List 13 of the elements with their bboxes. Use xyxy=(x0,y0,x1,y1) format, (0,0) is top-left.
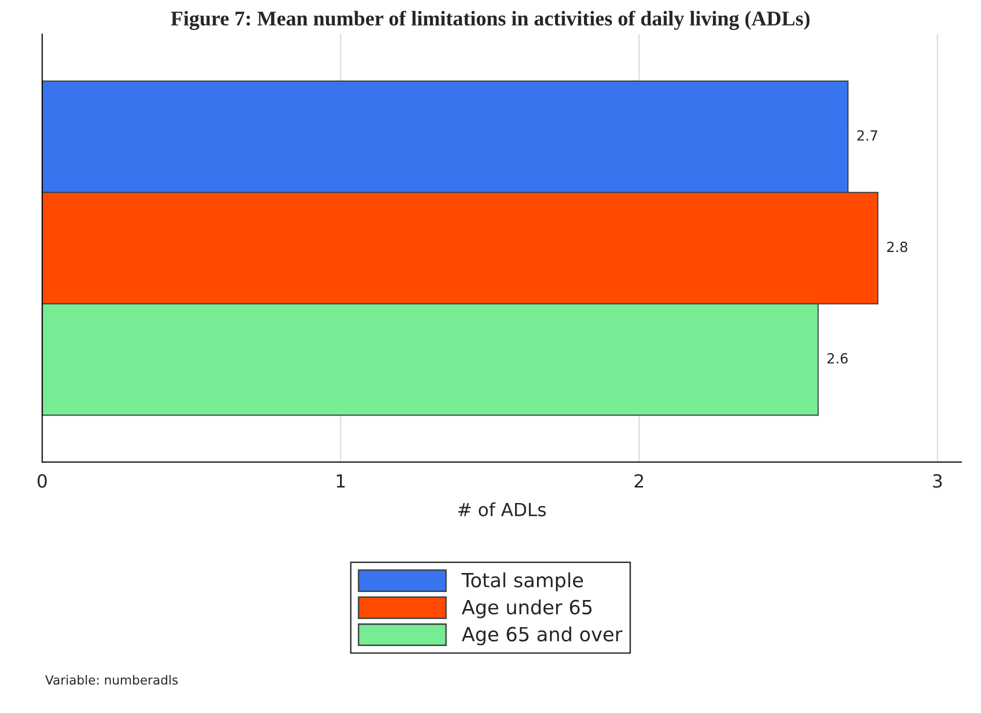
data-label: 2.6 xyxy=(827,353,848,364)
x-tick-label: 3 xyxy=(933,474,942,488)
legend-label: Total sample xyxy=(462,572,583,592)
chart-title: Figure 7: Mean number of limitations in activities of daily living (ADLs) xyxy=(170,10,810,30)
x-tick-label: 2 xyxy=(634,474,643,488)
data-label: 2.8 xyxy=(887,242,908,252)
text: Variable: numberadls xyxy=(45,674,178,685)
x-tick-label: 0 xyxy=(38,474,47,488)
x-axis-title: # of ADLs xyxy=(458,502,546,516)
x-tick-label: 1 xyxy=(336,474,345,488)
legend-label: Age under 65 xyxy=(462,599,592,618)
legend-label: Age 65 and over xyxy=(462,626,622,646)
data-label: 2.7 xyxy=(857,130,878,141)
